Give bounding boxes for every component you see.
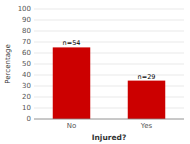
y-grid (34, 9, 184, 119)
y-tick-label: 0 (27, 115, 31, 123)
x-tick-label: Yes (140, 122, 153, 130)
grid-line (34, 42, 184, 43)
grid-line (34, 20, 184, 21)
y-tick-label: 70 (22, 38, 31, 46)
x-tick-label: No (67, 122, 77, 130)
y-tick-label: 30 (22, 82, 31, 90)
y-axis-label: Percentage (4, 44, 12, 83)
annotation: n=29 (138, 73, 156, 81)
x-axis-label: Injured? (92, 133, 127, 142)
y-tick-label: 60 (22, 49, 31, 57)
annotation: n=54 (63, 39, 81, 47)
chart-svg: 0 10 20 30 40 50 60 70 80 90 100 n=54 n=29 No Yes Injur… (0, 0, 190, 144)
grid-line (34, 31, 184, 32)
bar (128, 81, 166, 119)
y-tick-label: 90 (22, 16, 31, 24)
grid-line (34, 119, 184, 120)
x-axis-line (34, 119, 184, 120)
y-tick-label: 20 (22, 93, 31, 101)
bar (53, 47, 91, 119)
y-tick-label: 100 (18, 5, 31, 13)
y-tick-label: 40 (22, 71, 31, 79)
y-tick-label: 50 (22, 60, 31, 68)
annotations: n=54 n=29 (63, 39, 156, 80)
bars (53, 47, 166, 119)
y-tick-label: 80 (22, 27, 31, 35)
x-axis: No Yes (67, 122, 153, 130)
y-axis: 0 10 20 30 40 50 60 70 80 90 100 (18, 5, 31, 123)
grid-line (34, 9, 184, 10)
y-tick-label: 10 (22, 104, 31, 112)
chart-container: 0 10 20 30 40 50 60 70 80 90 100 n=54 n=29 No Yes Injur… (0, 0, 190, 144)
